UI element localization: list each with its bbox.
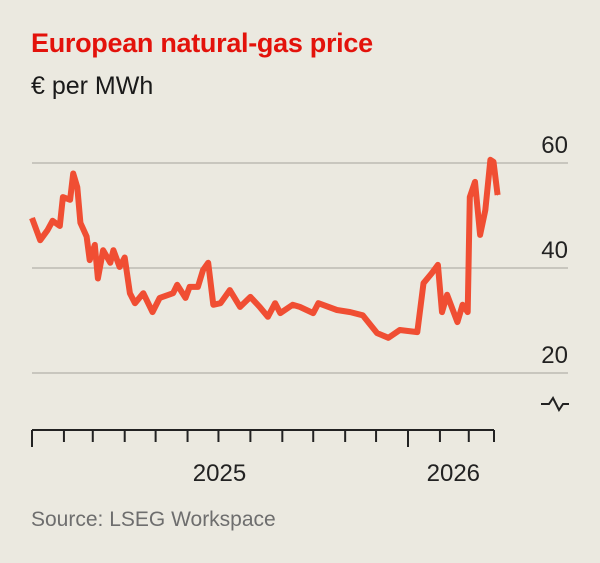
data-point	[249, 296, 251, 298]
data-point	[317, 302, 319, 304]
data-point	[279, 312, 281, 314]
data-point	[422, 282, 424, 284]
data-point	[497, 194, 499, 196]
data-point	[97, 278, 99, 279]
data-point	[197, 286, 199, 288]
data-point	[112, 249, 114, 251]
data-point	[239, 306, 241, 308]
data-point	[229, 289, 231, 291]
series	[29, 156, 501, 341]
y-tick-label: 40	[541, 237, 568, 264]
data-point	[474, 181, 476, 183]
data-point	[431, 272, 433, 274]
y-tick-labels: 20 40 60	[541, 132, 568, 369]
data-point	[416, 331, 418, 333]
data-point	[59, 225, 61, 227]
y-tick-label: 20	[541, 342, 568, 369]
data-point	[152, 311, 154, 313]
x-tick-label: 2025	[193, 460, 246, 487]
data-point	[46, 229, 48, 231]
data-point	[94, 244, 96, 246]
data-point	[469, 196, 471, 198]
data-point	[299, 306, 301, 308]
data-point	[89, 259, 91, 261]
data-point	[493, 161, 495, 163]
data-point	[446, 294, 448, 296]
data-point	[456, 321, 458, 323]
data-point	[259, 306, 261, 308]
data-point	[362, 314, 364, 316]
data-point	[86, 236, 88, 237]
data-point	[62, 196, 64, 198]
data-point	[134, 302, 136, 304]
data-point	[72, 173, 74, 174]
x-tick-label: 2026	[427, 460, 480, 487]
data-point	[142, 292, 144, 294]
data-point	[462, 304, 464, 306]
data-point	[102, 249, 104, 251]
data-point	[489, 159, 491, 161]
data-point	[119, 266, 121, 268]
data-point	[129, 292, 131, 294]
data-point	[437, 264, 439, 266]
data-point	[467, 311, 469, 313]
y-tick-label: 60	[541, 132, 568, 159]
data-point	[349, 311, 351, 313]
series-line-0	[29, 156, 501, 341]
data-point	[69, 199, 71, 201]
data-point	[484, 209, 486, 211]
data-point	[292, 304, 294, 306]
data-point	[202, 269, 204, 271]
data-point	[212, 304, 214, 306]
data-point	[399, 329, 401, 331]
data-point	[109, 262, 111, 264]
data-point	[159, 297, 161, 299]
data-point	[312, 312, 314, 314]
data-point	[336, 309, 338, 311]
data-point	[407, 330, 409, 332]
data-point	[274, 302, 276, 304]
data-point	[479, 234, 481, 236]
chart-subtitle: € per MWh	[31, 72, 154, 100]
data-point	[220, 302, 222, 304]
data-point	[124, 257, 126, 258]
data-point	[267, 316, 269, 318]
data-point	[387, 337, 389, 339]
axis-break-icon	[541, 396, 569, 412]
data-point	[31, 217, 33, 219]
data-point	[207, 262, 209, 264]
data-point	[189, 286, 191, 288]
x-axis: 2025 2026	[31, 429, 495, 487]
data-point	[39, 239, 41, 241]
data-point	[79, 222, 81, 224]
data-point	[172, 292, 174, 294]
data-point	[184, 297, 186, 299]
data-point	[76, 186, 78, 188]
source-note: Source: LSEG Workspace	[31, 508, 276, 531]
data-point	[176, 284, 178, 286]
data-point	[441, 311, 443, 313]
data-point	[52, 220, 54, 222]
data-point	[376, 332, 378, 334]
chart-title: European natural-gas price	[31, 28, 373, 58]
